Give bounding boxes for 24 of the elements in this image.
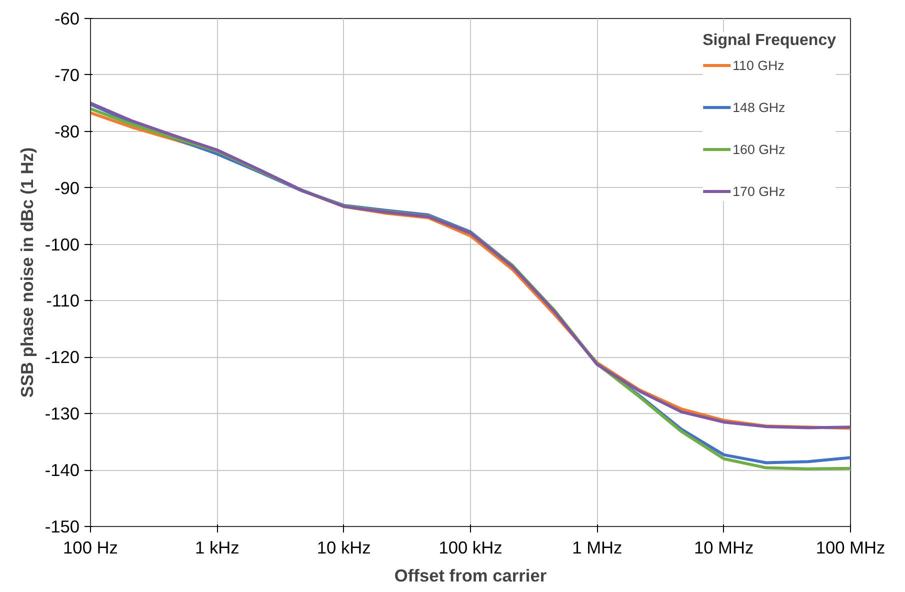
x-tick-label: 1 MHz — [572, 538, 622, 558]
y-tick-label: -120 — [44, 347, 80, 368]
x-tick-label: 10 kHz — [316, 538, 371, 558]
y-tick-label: -140 — [44, 460, 80, 480]
y-axis-title: SSB phase noise in dBc (1 Hz) — [16, 147, 37, 398]
x-axis-title: Offset from carrier — [394, 566, 547, 586]
y-tick-label: -60 — [54, 8, 80, 28]
legend-label: 170 GHz — [732, 184, 786, 198]
legend-title: Signal Frequency — [702, 32, 836, 50]
legend-label: 148 GHz — [732, 100, 786, 114]
y-tick-label: -100 — [44, 234, 80, 254]
y-tick-label: -150 — [44, 516, 80, 536]
y-tick-label: -130 — [44, 404, 80, 424]
x-tick-label: 1 kHz — [195, 538, 240, 558]
x-tick-label: 100 MHz — [816, 538, 886, 558]
y-tick-label: -80 — [54, 121, 80, 142]
x-tick-label: 10 MHz — [694, 538, 754, 558]
x-tick-label: 100 Hz — [63, 538, 118, 558]
y-tick-label: -70 — [54, 64, 80, 85]
legend-label: 160 GHz — [732, 142, 786, 156]
y-tick-label: -90 — [54, 178, 80, 198]
legend-label: 110 GHz — [732, 58, 784, 72]
y-tick-label: -110 — [46, 290, 80, 311]
x-tick-label: 100 kHz — [438, 538, 502, 558]
